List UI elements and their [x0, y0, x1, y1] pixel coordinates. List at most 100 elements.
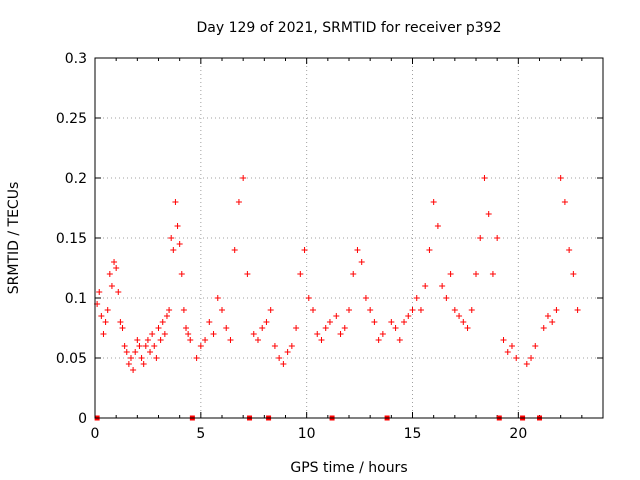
data-point [227, 337, 234, 343]
data-point [322, 325, 329, 331]
data-point [235, 199, 242, 205]
data-point [379, 331, 386, 337]
data-point [288, 343, 295, 349]
data-point [214, 295, 221, 301]
data-point [127, 355, 134, 361]
x-tick-label: 20 [509, 426, 527, 442]
data-point [183, 325, 190, 331]
data-point [106, 271, 113, 277]
data-point [314, 331, 321, 337]
data-point [155, 325, 162, 331]
data-point [473, 271, 479, 277]
data-point [485, 211, 492, 217]
data-point [549, 319, 556, 325]
data-point [151, 343, 158, 349]
data-point [159, 319, 166, 325]
data-point [202, 337, 209, 343]
data-point [405, 313, 412, 319]
data-point [413, 295, 420, 301]
chart-title: Day 129 of 2021, SRMTID for receiver p39… [196, 20, 501, 36]
data-point [540, 325, 547, 331]
data-point [98, 313, 105, 319]
data-point [494, 235, 501, 241]
data-point [430, 199, 437, 205]
data-point [244, 271, 251, 277]
y-tick-label: 0.2 [65, 171, 87, 187]
data-point [280, 361, 287, 367]
data-point [115, 289, 122, 295]
axis-ticks: 0 0.05 0.1 0.15 0.2 0.25 0.3 0 5 10 15 20 [56, 51, 603, 442]
data-point [102, 319, 109, 325]
data-point [111, 259, 118, 265]
data-point [574, 307, 581, 313]
data-point [284, 349, 291, 355]
data-point [206, 319, 213, 325]
data-point [566, 247, 573, 253]
data-point [96, 289, 103, 295]
data-point [104, 307, 111, 313]
data-point [375, 337, 382, 343]
data-point [197, 343, 204, 349]
data-point [422, 283, 429, 289]
data-point [544, 313, 551, 319]
data-point [447, 271, 454, 277]
data-point [481, 175, 488, 181]
data-point [468, 307, 475, 313]
data-point [123, 349, 130, 355]
data-point [305, 295, 312, 301]
y-axis-label: SRMTID / TECUs [6, 182, 22, 295]
y-tick-label: 0.25 [56, 111, 87, 127]
data-point [166, 307, 173, 313]
data-point [293, 325, 300, 331]
data-point [147, 349, 154, 355]
data-point [174, 223, 181, 229]
data-point [240, 175, 247, 181]
data-point [259, 325, 266, 331]
y-tick-label: 0.3 [65, 51, 87, 67]
plot-frame [94, 57, 604, 419]
data-point [180, 307, 187, 313]
data-point [557, 175, 564, 181]
data-point [346, 307, 352, 313]
data-point [561, 199, 568, 205]
data-point [388, 319, 395, 325]
data-point [310, 307, 317, 313]
data-point [392, 325, 399, 331]
data-point [333, 313, 340, 319]
data-point [271, 343, 278, 349]
data-point [231, 247, 238, 253]
data-point [426, 247, 433, 253]
data-point [532, 343, 539, 349]
data-point [168, 235, 175, 241]
y-tick-label: 0.1 [65, 291, 87, 307]
data-point [477, 235, 484, 241]
data-point [210, 331, 217, 337]
data-point [223, 325, 230, 331]
data-point [153, 355, 160, 361]
x-tick-label: 5 [196, 426, 205, 442]
data-point [113, 265, 120, 271]
data-point [396, 337, 403, 343]
x-tick-label: 0 [91, 426, 100, 442]
x-axis-label: GPS time / hours [290, 460, 407, 476]
data-point [172, 199, 179, 205]
data-point [456, 313, 463, 319]
data-point [318, 337, 325, 343]
x-tick-label: 15 [404, 426, 422, 442]
data-point [362, 295, 369, 301]
data-point [326, 319, 333, 325]
data-point [185, 331, 192, 337]
data-point [108, 283, 115, 289]
data-point [439, 283, 446, 289]
data-point [508, 343, 515, 349]
data-point [130, 367, 137, 373]
data-point [350, 271, 357, 277]
data-point [187, 337, 194, 343]
data-point [301, 247, 308, 253]
data-point [337, 331, 344, 337]
data-point [132, 349, 139, 355]
x-tick-label: 10 [298, 426, 316, 442]
data-point [500, 337, 507, 343]
data-point [489, 271, 496, 277]
